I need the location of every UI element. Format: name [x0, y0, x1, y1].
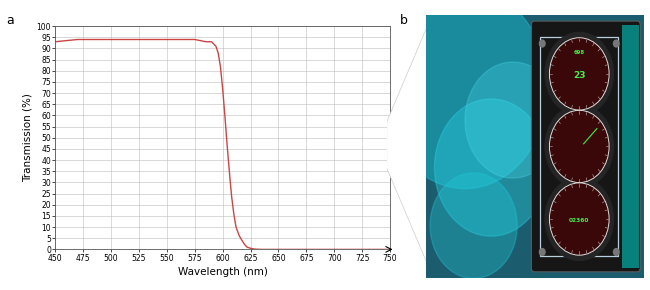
FancyBboxPatch shape: [426, 14, 644, 278]
Circle shape: [540, 40, 545, 47]
Circle shape: [382, 0, 548, 189]
FancyBboxPatch shape: [621, 25, 639, 268]
Circle shape: [465, 62, 561, 178]
Text: 02360: 02360: [569, 218, 590, 223]
Circle shape: [545, 105, 614, 188]
Text: 698: 698: [574, 50, 585, 55]
Circle shape: [540, 249, 545, 255]
Circle shape: [550, 111, 608, 182]
Circle shape: [550, 183, 608, 255]
Circle shape: [545, 32, 614, 115]
X-axis label: Wavelength (nm): Wavelength (nm): [177, 267, 268, 277]
Circle shape: [614, 40, 619, 47]
Circle shape: [545, 177, 614, 260]
Text: b: b: [400, 14, 408, 28]
Circle shape: [550, 38, 608, 110]
Circle shape: [614, 249, 619, 255]
Text: 23: 23: [573, 71, 586, 80]
Polygon shape: [387, 14, 432, 276]
Circle shape: [434, 99, 548, 236]
Text: a: a: [6, 14, 14, 28]
Y-axis label: Transmission (%): Transmission (%): [22, 93, 32, 182]
FancyBboxPatch shape: [531, 21, 640, 272]
Circle shape: [430, 173, 517, 278]
